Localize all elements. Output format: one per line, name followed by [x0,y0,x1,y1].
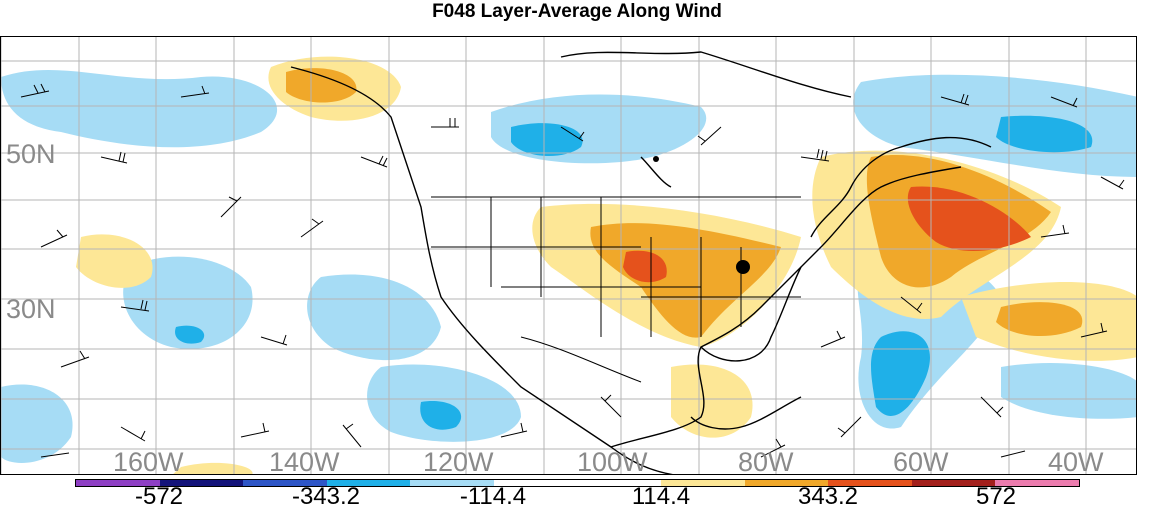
chart-title: F048 Layer-Average Along Wind [432,1,722,22]
colorbar-swatch [410,480,494,486]
location-marker [736,260,750,274]
colorbar-swatch [995,480,1079,486]
colorbar-tick-label: -114.4 [459,483,527,510]
wind-barbs [20,83,1125,458]
negative-core [420,401,462,430]
lon-label-100w: 100W [577,447,648,475]
negative-region [1,69,278,148]
colorbar-swatch [577,480,662,486]
negative-core [511,123,583,157]
colorbar-swatch [76,480,160,486]
positive-max [907,186,1031,252]
negative-region [1,384,73,463]
colorbar-tick-label: -572 [134,483,184,510]
graticule [1,37,1136,474]
negative-region [307,274,441,361]
colorbar [75,479,1080,487]
map-panel: 50N 30N 160W 140W 120W 100W 80W 60W 40W [0,36,1137,475]
shading-layer [1,56,1136,474]
lon-label-80w: 80W [738,447,794,475]
colorbar-tick-label: 572 [975,483,1017,510]
negative-core [871,331,930,416]
positive-region [671,364,753,438]
colorbar-swatch [159,480,244,486]
location-marker-small [653,156,659,162]
positive-region [173,462,253,474]
colorbar-swatch [326,480,411,486]
positive-core [996,302,1083,337]
positive-max [623,250,667,283]
lat-label-50n: 50N [6,139,56,169]
lon-label-140w: 140W [269,447,340,475]
lon-label-60w: 60W [893,447,949,475]
negative-core [996,115,1093,153]
colorbar-swatch [661,480,745,486]
positive-core [286,68,357,103]
colorbar-swatch [744,480,829,486]
state-borders [431,196,801,383]
colorbar-swatch [911,480,996,486]
coastlines [290,51,992,474]
lon-label-40w: 40W [1048,447,1104,475]
colorbar-tick-label: 114.4 [631,483,691,510]
lon-label-120w: 120W [423,447,494,475]
lon-label-160w: 160W [113,447,184,475]
positive-region [76,234,153,288]
map-canvas [1,37,1136,474]
colorbar-swatch [243,480,327,486]
negative-region [1001,363,1136,419]
colorbar-swatch [493,480,578,486]
lat-label-30n: 30N [6,294,56,324]
negative-core [175,325,205,344]
colorbar-tick-label: 343.2 [797,483,859,510]
colorbar-swatch [828,480,912,486]
colorbar-tick-label: -343.2 [291,483,361,510]
